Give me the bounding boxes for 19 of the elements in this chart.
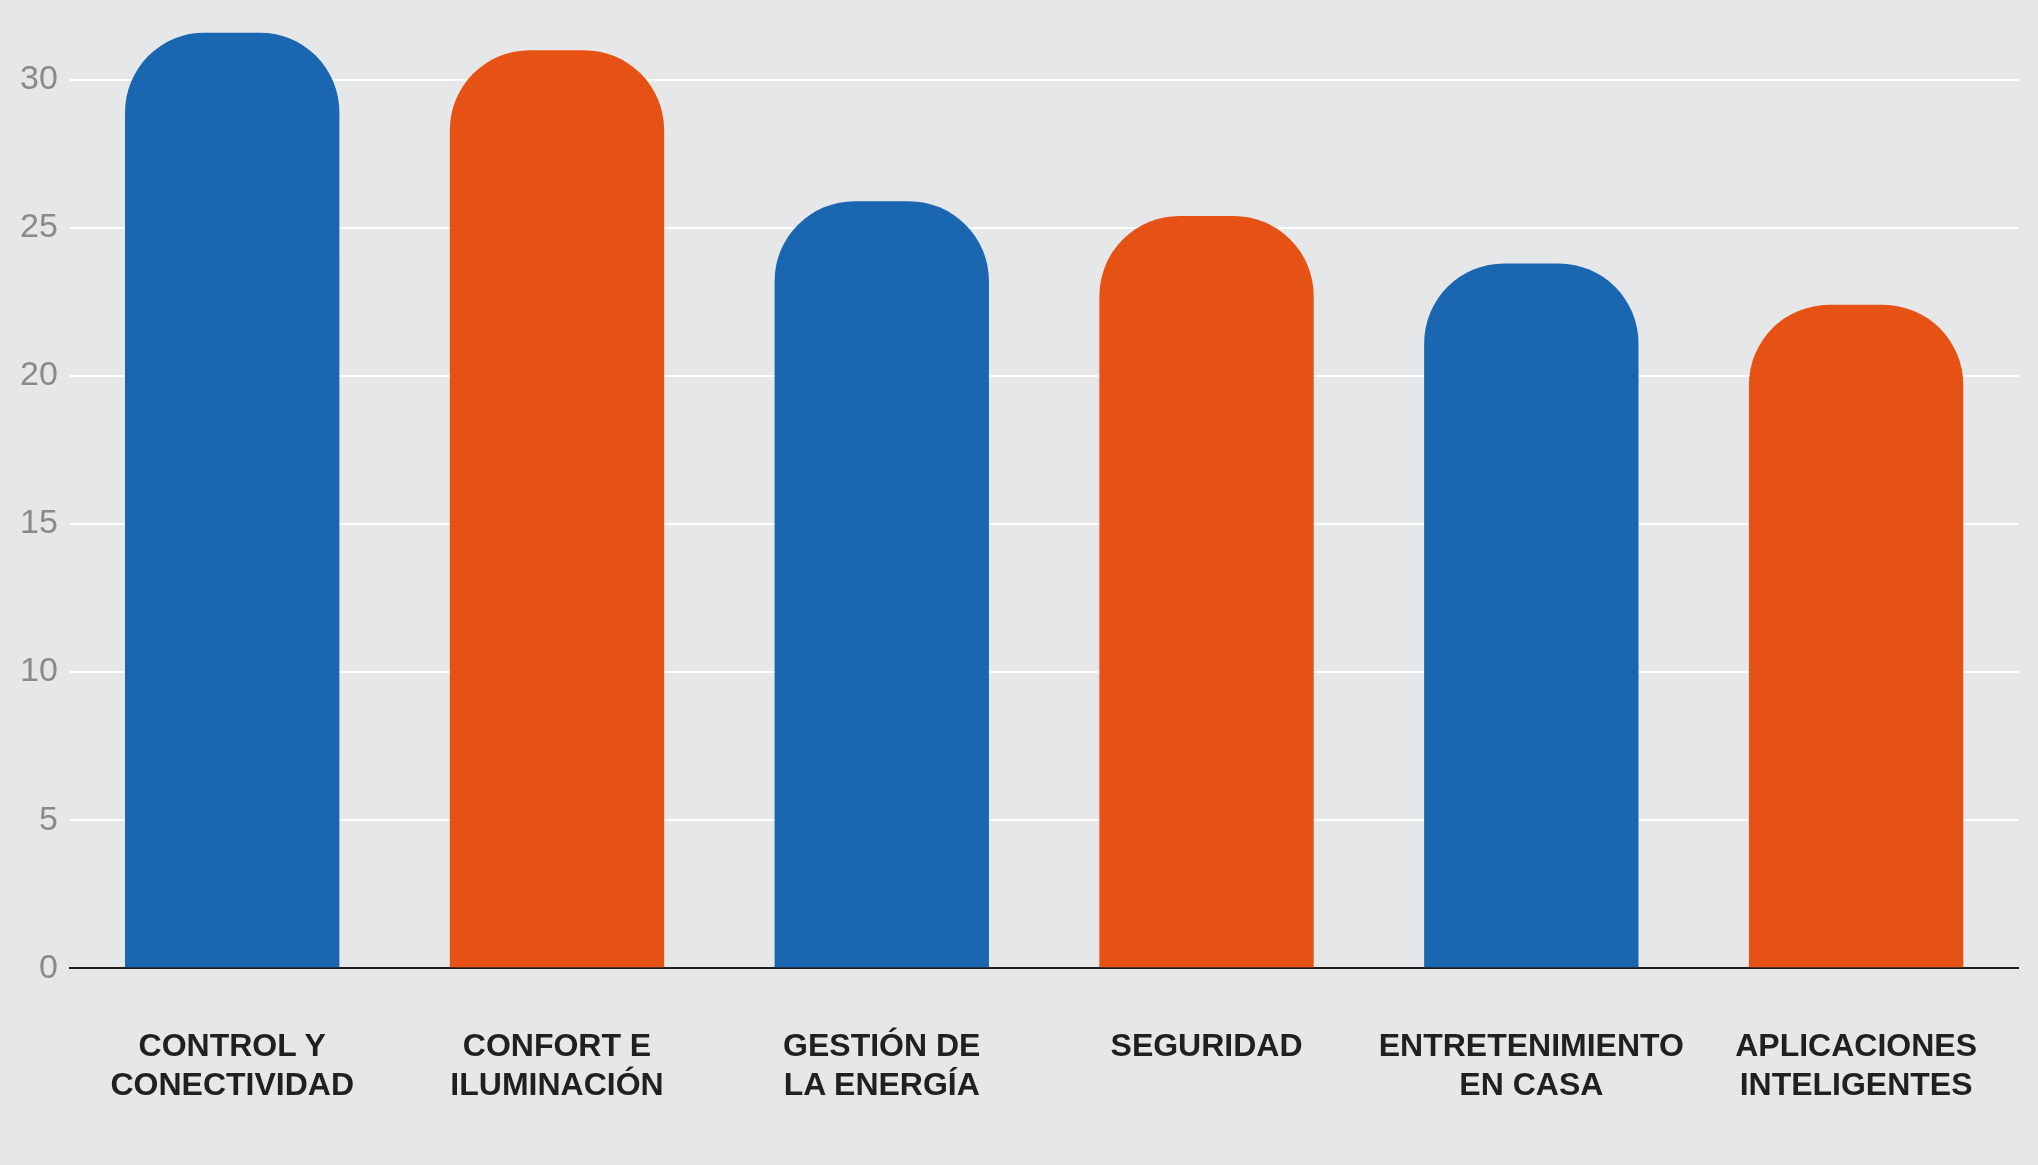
y-tick-label: 0 (38, 946, 58, 985)
x-tick-label: GESTIÓN DE LA ENERGÍA (783, 1027, 981, 1102)
y-tick-label: 20 (19, 354, 58, 393)
y-tick-label: 30 (19, 58, 58, 97)
bar (1748, 304, 1964, 968)
y-tick-label: 25 (19, 206, 58, 245)
y-tick-label: 5 (38, 798, 58, 837)
y-tick-label: 15 (19, 502, 58, 541)
bar (449, 50, 665, 968)
bar (774, 201, 989, 968)
x-tick-label: ENTRETENIMIENTO EN CASA (1378, 1027, 1684, 1102)
bar (1099, 216, 1314, 968)
bar (1424, 263, 1639, 968)
x-tick-label: SEGURIDAD (1110, 1027, 1303, 1064)
x-tick-label: APLICACIONES INTELIGENTES (1735, 1027, 1977, 1102)
bar (125, 32, 340, 968)
x-tick-label: CONTROL Y CONECTIVIDAD (110, 1027, 354, 1102)
x-tick-label: CONFORT E ILUMINACIÓN (450, 1027, 664, 1102)
y-tick-label: 10 (19, 650, 58, 689)
